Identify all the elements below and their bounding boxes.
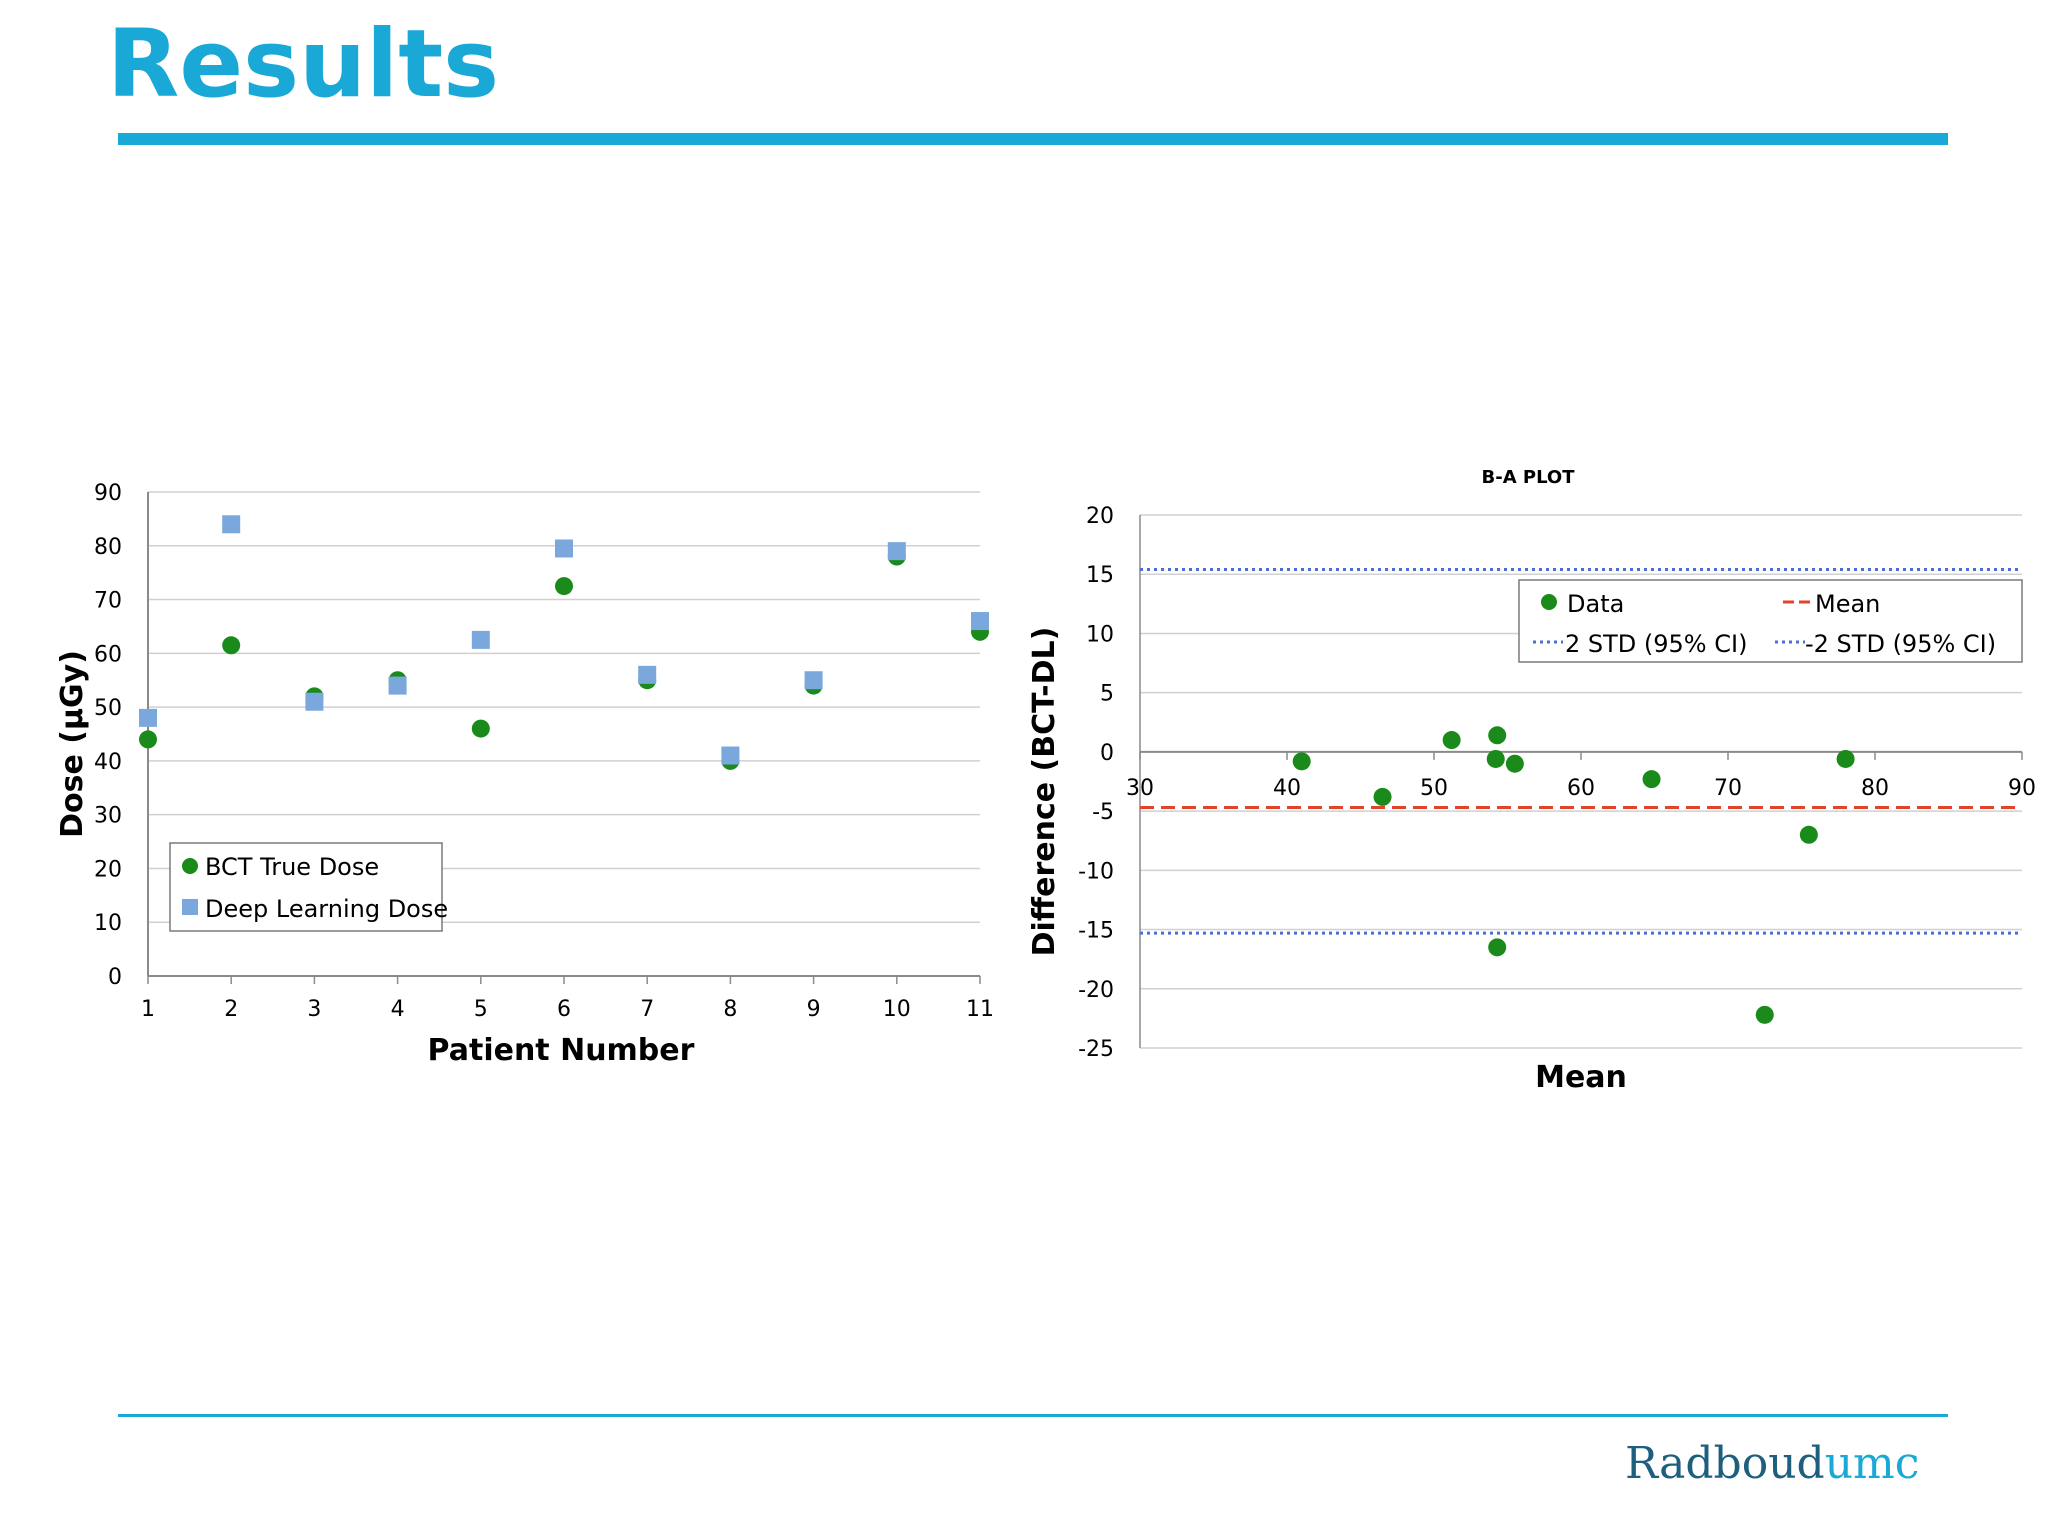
radboudumc-logo: Radboudumc (1625, 1438, 1919, 1489)
difference-point (1755, 1005, 1774, 1024)
y-tick-label: -10 (1078, 859, 1114, 884)
y-tick-label: 60 (94, 642, 122, 667)
deep-learning-dose-point (305, 692, 324, 711)
x-tick-label: 9 (807, 997, 821, 1022)
deep-learning-dose-point (638, 665, 657, 684)
logo-umc: umc (1824, 1438, 1920, 1489)
x-tick-label: 50 (1420, 776, 1448, 801)
footer-divider (118, 1414, 1948, 1417)
y-tick-label: -15 (1078, 919, 1114, 944)
y-tick-label: -5 (1092, 800, 1114, 825)
difference-point (1488, 938, 1507, 957)
difference-point (1836, 749, 1855, 768)
legend-marker-dl (182, 899, 198, 915)
legend-label-dl: Deep Learning Dose (205, 895, 448, 923)
x-tick-label: 70 (1714, 776, 1742, 801)
legend-box (1518, 579, 2023, 663)
legend-label-lower-std: -2 STD (95% CI) (1805, 630, 1996, 658)
difference-point (1486, 749, 1505, 768)
deep-learning-dose-point (721, 746, 740, 765)
y-tick-label: 20 (94, 857, 122, 882)
y-tick-label: 5 (1100, 682, 1114, 707)
y-tick-label: 40 (94, 750, 122, 775)
y-tick-label: 10 (1086, 622, 1114, 647)
y-tick-label: 70 (94, 589, 122, 614)
x-axis-title: Patient Number (428, 1033, 695, 1068)
bct-true-dose-point (471, 719, 490, 738)
y-tick-label: 0 (108, 965, 122, 990)
legend-label-data: Data (1567, 590, 1624, 618)
y-axis-title: Dose (µGy) (55, 650, 90, 838)
x-tick-label: 7 (640, 997, 654, 1022)
difference-point (1292, 752, 1311, 771)
x-tick-label: 3 (307, 997, 321, 1022)
x-tick-label: 6 (557, 997, 571, 1022)
y-tick-label: 10 (94, 911, 122, 936)
y-tick-label: 90 (94, 481, 122, 506)
y-tick-label: -25 (1078, 1037, 1114, 1062)
deep-learning-dose-point (388, 676, 407, 695)
x-tick-label: 40 (1273, 776, 1301, 801)
x-tick-label: 10 (883, 997, 911, 1022)
x-tick-label: 11 (966, 997, 994, 1022)
deep-learning-dose-point (971, 612, 989, 631)
y-tick-label: 30 (94, 804, 122, 829)
deep-learning-dose-point (804, 671, 823, 690)
y-tick-label: 80 (94, 535, 122, 560)
x-tick-label: 60 (1567, 776, 1595, 801)
bct-true-dose-point (555, 577, 573, 596)
legend-marker-bct (182, 858, 198, 874)
x-tick-label: 5 (474, 997, 488, 1022)
deep-learning-dose-point (555, 539, 573, 558)
chart-title: B-A PLOT (1482, 467, 1576, 488)
y-tick-label: 20 (1086, 504, 1114, 529)
x-axis-title: Mean (1535, 1060, 1627, 1095)
x-tick-label: 90 (2008, 776, 2036, 801)
y-tick-label: 15 (1086, 563, 1114, 588)
x-tick-label: 80 (1861, 776, 1889, 801)
deep-learning-dose-point (887, 542, 906, 561)
y-tick-label: 50 (94, 696, 122, 721)
legend-marker-data (1541, 594, 1557, 610)
difference-point (1799, 825, 1818, 844)
difference-point (1642, 770, 1661, 789)
legend-label-mean: Mean (1815, 590, 1880, 618)
y-tick-label: -20 (1078, 978, 1114, 1003)
deep-learning-dose-point (139, 708, 157, 727)
deep-learning-dose-point (222, 515, 241, 534)
y-axis-title: Difference (BCT-DL) (1027, 627, 1062, 957)
slide-title: Results (107, 10, 500, 119)
x-tick-label: 8 (723, 997, 737, 1022)
logo-radboud: Radboud (1625, 1438, 1825, 1489)
legend-box (169, 842, 443, 932)
difference-point (1442, 731, 1461, 750)
difference-point (1373, 787, 1392, 806)
y-tick-label: 0 (1100, 741, 1114, 766)
x-tick-label: 1 (141, 997, 155, 1022)
title-underline (118, 133, 1948, 145)
x-tick-label: 30 (1126, 776, 1154, 801)
x-tick-label: 2 (224, 997, 238, 1022)
difference-point (1505, 754, 1524, 773)
difference-point (1488, 726, 1507, 745)
legend-label-bct: BCT True Dose (205, 853, 379, 881)
bct-true-dose-point (139, 730, 157, 749)
deep-learning-dose-point (471, 630, 490, 649)
legend-label-upper-std: 2 STD (95% CI) (1565, 630, 1747, 658)
bct-true-dose-point (222, 636, 241, 655)
x-tick-label: 4 (391, 997, 405, 1022)
